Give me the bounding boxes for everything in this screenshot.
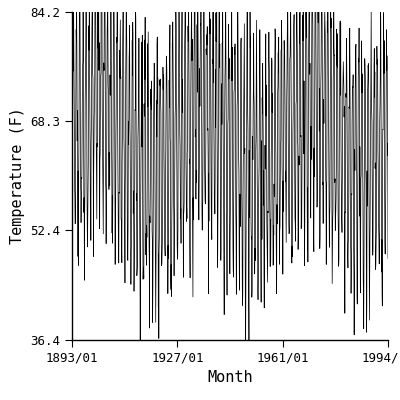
X-axis label: Month: Month xyxy=(207,370,253,385)
Y-axis label: Temperature (F): Temperature (F) xyxy=(10,108,25,244)
